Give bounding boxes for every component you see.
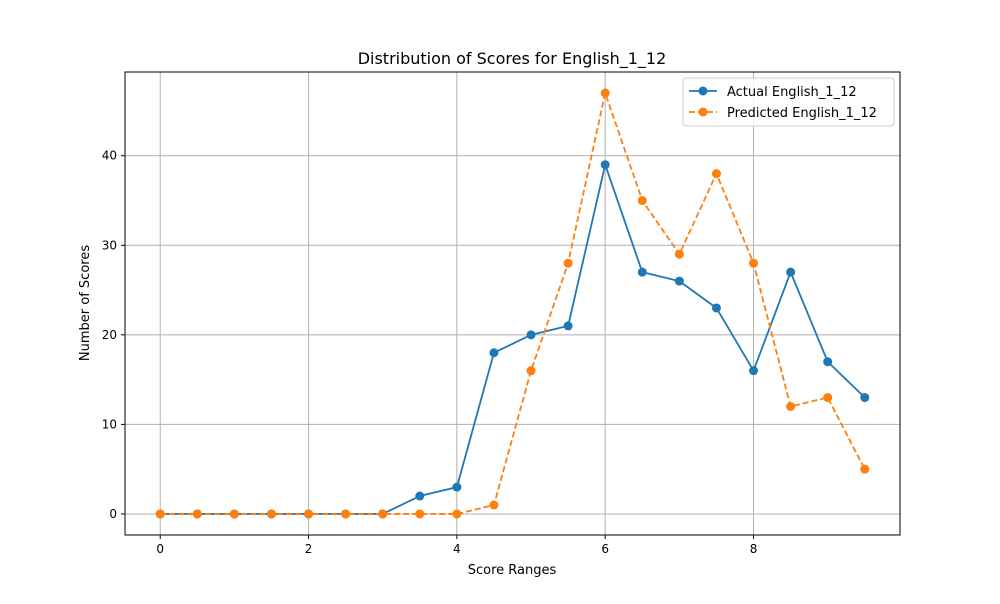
data-point bbox=[823, 357, 833, 367]
data-point bbox=[304, 509, 314, 519]
x-tick-label: 2 bbox=[305, 542, 313, 556]
y-tick-label: 30 bbox=[102, 238, 117, 252]
data-point bbox=[600, 160, 610, 170]
data-point bbox=[489, 348, 499, 358]
x-tick-label: 4 bbox=[453, 542, 461, 556]
series-layer bbox=[155, 88, 870, 519]
series-predicted bbox=[155, 88, 870, 519]
x-tick-label: 0 bbox=[156, 542, 164, 556]
data-point bbox=[637, 267, 647, 277]
y-tick-label: 0 bbox=[109, 507, 117, 521]
data-point bbox=[860, 393, 870, 403]
data-point bbox=[600, 88, 610, 98]
data-point bbox=[786, 267, 796, 277]
legend-marker bbox=[698, 86, 708, 96]
data-point bbox=[563, 321, 573, 331]
ticks: 0 2 4 6 8 0 10 20 30 40 bbox=[102, 149, 758, 556]
legend-marker bbox=[698, 107, 708, 117]
legend-label: Actual English_1_12 bbox=[727, 85, 857, 100]
data-point bbox=[637, 196, 647, 206]
data-point bbox=[155, 509, 165, 519]
data-point bbox=[526, 330, 536, 340]
y-tick-label: 40 bbox=[102, 149, 117, 163]
data-point bbox=[563, 258, 573, 268]
grid bbox=[125, 72, 900, 535]
data-point bbox=[749, 366, 759, 376]
y-axis-label: Number of Scores bbox=[78, 245, 93, 361]
legend-item: Predicted English_1_12 bbox=[689, 106, 877, 121]
legend: Actual English_1_12 Predicted English_1_1… bbox=[682, 77, 895, 127]
data-point bbox=[749, 258, 759, 268]
data-point bbox=[415, 509, 425, 519]
axes-frame bbox=[124, 71, 901, 536]
data-point bbox=[860, 464, 870, 474]
x-tick-label: 8 bbox=[750, 542, 758, 556]
chart-title: Distribution of Scores for English_1_12 bbox=[358, 49, 667, 69]
data-point bbox=[341, 509, 351, 519]
data-point bbox=[786, 401, 796, 411]
data-point bbox=[378, 509, 388, 519]
data-point bbox=[823, 393, 833, 403]
data-point bbox=[452, 509, 462, 519]
legend-item: Actual English_1_12 bbox=[689, 85, 857, 100]
data-point bbox=[452, 482, 462, 492]
data-point bbox=[674, 276, 684, 286]
y-tick-label: 10 bbox=[102, 417, 117, 431]
data-point bbox=[229, 509, 239, 519]
data-point bbox=[192, 509, 202, 519]
legend-label: Predicted English_1_12 bbox=[727, 106, 877, 121]
data-point bbox=[266, 509, 276, 519]
data-point bbox=[711, 169, 721, 179]
y-tick-label: 20 bbox=[102, 328, 117, 342]
data-point bbox=[711, 303, 721, 313]
data-point bbox=[526, 366, 536, 376]
x-axis-label: Score Ranges bbox=[468, 563, 557, 578]
data-point bbox=[489, 500, 499, 510]
legend-box bbox=[682, 77, 895, 127]
series-line bbox=[160, 92, 866, 515]
data-point bbox=[415, 491, 425, 501]
x-tick-label: 6 bbox=[601, 542, 609, 556]
data-point bbox=[674, 249, 684, 259]
